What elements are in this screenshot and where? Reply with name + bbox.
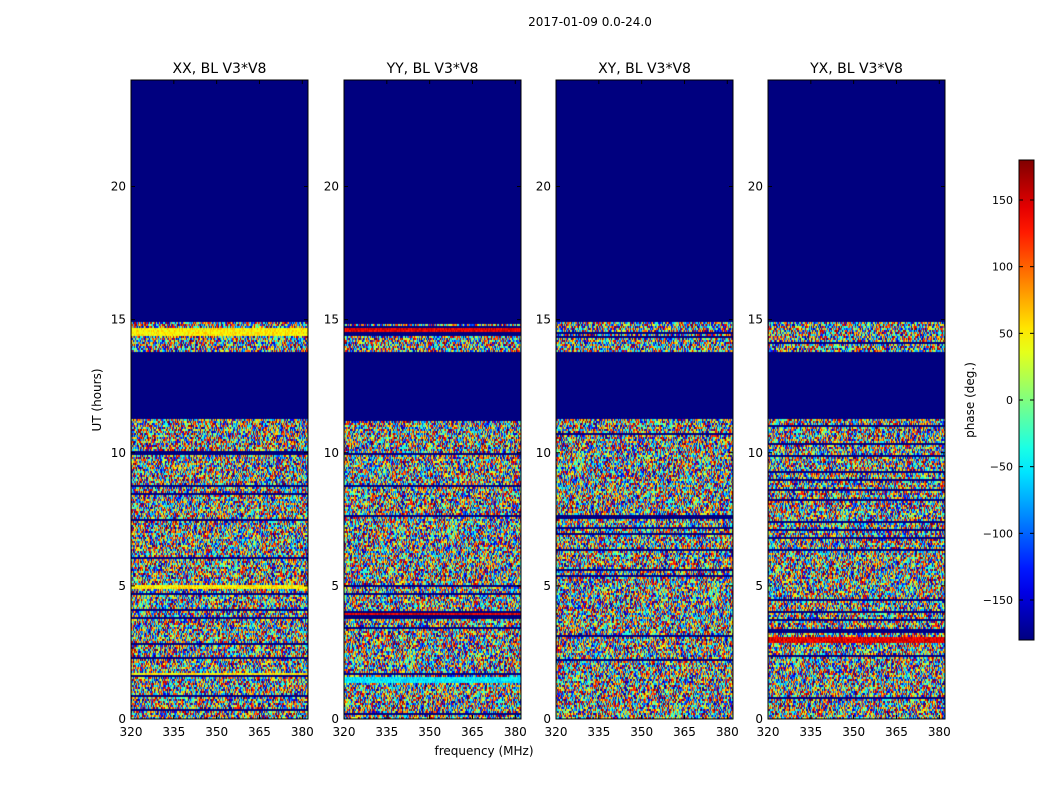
- colorbar-label: phase (deg.): [963, 362, 977, 438]
- heatmap-cells: [768, 80, 945, 719]
- colorbar-tick-label: 0: [1006, 394, 1013, 407]
- y-tick-label: 15: [748, 313, 763, 327]
- x-tick-label: 380: [504, 725, 527, 739]
- x-axis-label: frequency (MHz): [434, 744, 533, 758]
- panel-frame: [555, 79, 734, 720]
- x-tick-label: 365: [885, 725, 908, 739]
- y-tick-label: 20: [748, 180, 763, 194]
- x-tick-label: 350: [630, 725, 653, 739]
- y-tick-label: 10: [324, 446, 339, 460]
- colorbar-tick-label: −100: [983, 527, 1013, 540]
- x-tick-label: 335: [375, 725, 398, 739]
- colorbar-tick-label: 100: [992, 261, 1013, 274]
- heatmap-cells: [344, 80, 521, 719]
- y-tick-label: 5: [755, 579, 763, 593]
- x-tick-label: 320: [333, 725, 356, 739]
- heatmap-panel-3: XY, BL V3*V8 320 335 350 365 380 0 5 10 15 20: [536, 61, 739, 739]
- x-tick-label: 320: [757, 725, 780, 739]
- x-tick-label: 350: [842, 725, 865, 739]
- x-tick-label: 365: [461, 725, 484, 739]
- x-tick-label: 335: [587, 725, 610, 739]
- y-axis-label: UT (hours): [90, 368, 104, 431]
- panel-frame: [343, 79, 522, 720]
- heatmap-cells: [556, 80, 733, 719]
- y-tick-label: 5: [543, 579, 551, 593]
- heatmap-cells: [131, 80, 308, 719]
- y-tick-label: 10: [748, 446, 763, 460]
- y-tick-label: 15: [324, 313, 339, 327]
- heatmap-panel-1: XX, BL V3*V8 320 335 350 365 380 0 5 10 15 20: [111, 61, 314, 739]
- y-tick-label: 5: [118, 579, 126, 593]
- y-tick-label: 15: [111, 313, 126, 327]
- x-tick-label: 320: [545, 725, 568, 739]
- y-tick-label: 0: [118, 712, 126, 726]
- y-tick-label: 20: [536, 180, 551, 194]
- panel-title: YX, BL V3*V8: [809, 61, 903, 77]
- panel-title: XX, BL V3*V8: [173, 61, 267, 77]
- colorbar-tick-label: −50: [990, 461, 1013, 474]
- colorbar-tick-label: 50: [999, 327, 1013, 340]
- figure-title: 2017-01-09 0.0-24.0: [528, 15, 652, 29]
- x-tick-label: 365: [673, 725, 696, 739]
- x-tick-label: 335: [162, 725, 185, 739]
- colorbar-tick-label: 150: [992, 194, 1013, 207]
- panel-title: YY, BL V3*V8: [386, 61, 479, 77]
- x-tick-label: 380: [291, 725, 314, 739]
- panel-frame: [767, 79, 946, 720]
- heatmap-panel-2: YY, BL V3*V8 320 335 350 365 380 0 5 10 15 20: [324, 61, 527, 739]
- y-tick-label: 20: [111, 180, 126, 194]
- y-tick-label: 10: [536, 446, 551, 460]
- y-tick-label: 15: [536, 313, 551, 327]
- colorbar-tick-label: −150: [983, 594, 1013, 607]
- y-tick-label: 0: [755, 712, 763, 726]
- y-tick-label: 0: [543, 712, 551, 726]
- y-tick-label: 5: [331, 579, 339, 593]
- y-tick-label: 10: [111, 446, 126, 460]
- x-tick-label: 320: [120, 725, 143, 739]
- heatmap-panel-4: YX, BL V3*V8 320 335 350 365 380 0 5 10 15 20: [748, 61, 951, 739]
- y-tick-label: 0: [331, 712, 339, 726]
- x-tick-label: 335: [799, 725, 822, 739]
- panel-title: XY, BL V3*V8: [598, 61, 691, 77]
- x-tick-label: 365: [248, 725, 271, 739]
- x-tick-label: 350: [205, 725, 228, 739]
- x-tick-label: 350: [418, 725, 441, 739]
- y-tick-label: 20: [324, 180, 339, 194]
- x-tick-label: 380: [928, 725, 951, 739]
- colorbar: 150 100 50 0 −50 −100 −150: [983, 159, 1035, 641]
- x-tick-label: 380: [716, 725, 739, 739]
- panel-frame: [130, 79, 309, 720]
